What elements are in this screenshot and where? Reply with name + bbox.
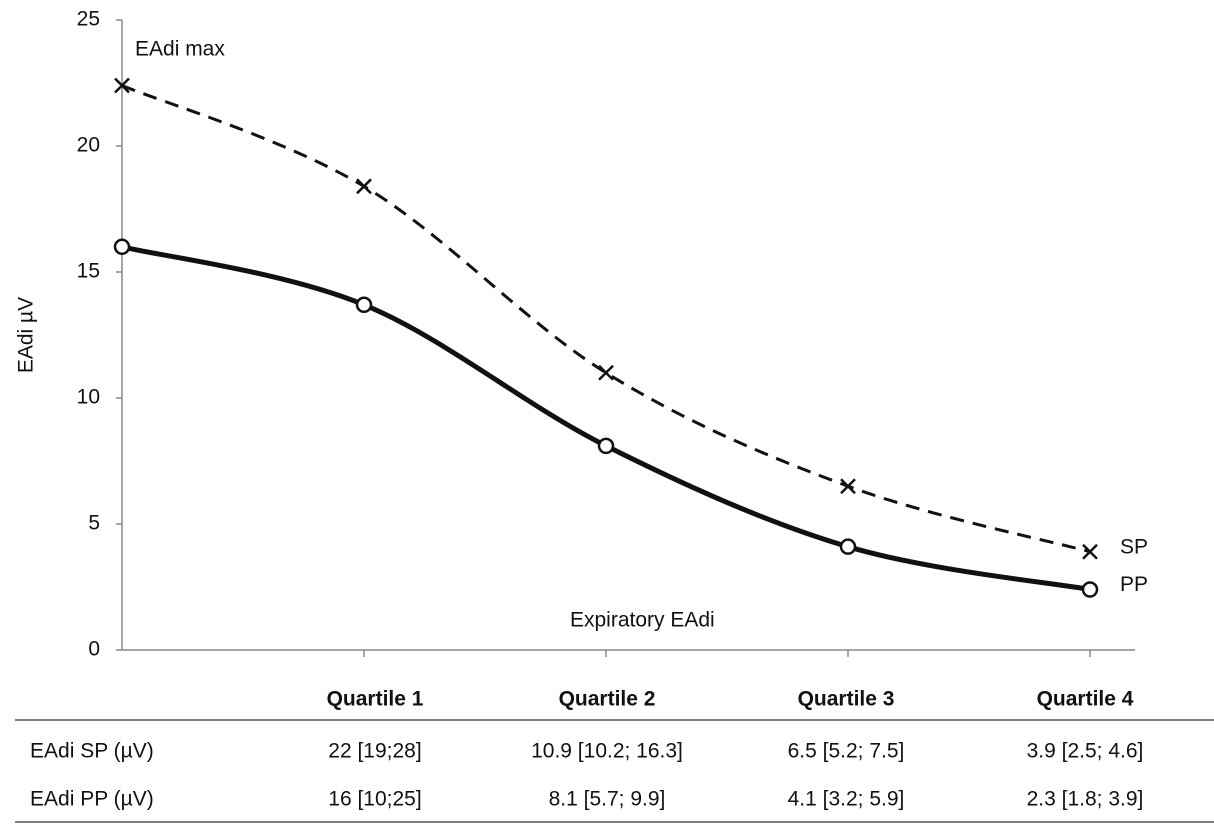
y-tick-label: 10 bbox=[77, 386, 100, 409]
annotation: EAdi max bbox=[135, 38, 225, 61]
table-header: Quartile 2 bbox=[559, 688, 656, 711]
marker bbox=[839, 538, 857, 555]
y-axis-label: EAdi µV bbox=[15, 297, 38, 373]
marker bbox=[356, 178, 372, 195]
annotation: Expiratory EAdi bbox=[570, 609, 715, 632]
marker bbox=[840, 478, 856, 495]
marker bbox=[1082, 543, 1098, 560]
row-label: EAdi PP (µV) bbox=[30, 788, 154, 811]
marker bbox=[1081, 581, 1099, 598]
table-header: Quartile 3 bbox=[798, 688, 895, 711]
row-label: EAdi SP (µV) bbox=[30, 740, 154, 763]
marker bbox=[598, 364, 614, 381]
marker bbox=[355, 296, 373, 314]
table-header: Quartile 1 bbox=[327, 688, 424, 711]
y-tick-label: 25 bbox=[77, 8, 100, 31]
table-cell: 10.9 [10.2; 16.3] bbox=[531, 740, 683, 763]
table-cell: 2.3 [1.8; 3.9] bbox=[1027, 788, 1144, 811]
table-cell: 4.1 [3.2; 5.9] bbox=[788, 788, 905, 811]
y-tick-label: 20 bbox=[77, 134, 100, 157]
table-cell: 22 [19;28] bbox=[328, 740, 421, 763]
series-label: SP bbox=[1120, 535, 1148, 558]
y-tick-label: 0 bbox=[88, 638, 100, 661]
table-cell: 8.1 [5.7; 9.9] bbox=[549, 788, 666, 811]
y-tick-label: 15 bbox=[77, 260, 100, 283]
table-cell: 3.9 [2.5; 4.6] bbox=[1027, 740, 1144, 763]
series-line bbox=[121, 84, 1091, 554]
table-cell: 6.5 [5.2; 7.5] bbox=[788, 740, 905, 763]
series-label: PP bbox=[1120, 573, 1148, 596]
y-tick-label: 5 bbox=[88, 512, 100, 535]
table-header: Quartile 4 bbox=[1037, 688, 1134, 711]
table-cell: 16 [10;25] bbox=[328, 788, 421, 811]
series-line bbox=[121, 244, 1091, 592]
marker bbox=[113, 238, 131, 256]
marker bbox=[597, 437, 615, 455]
marker bbox=[114, 77, 130, 94]
